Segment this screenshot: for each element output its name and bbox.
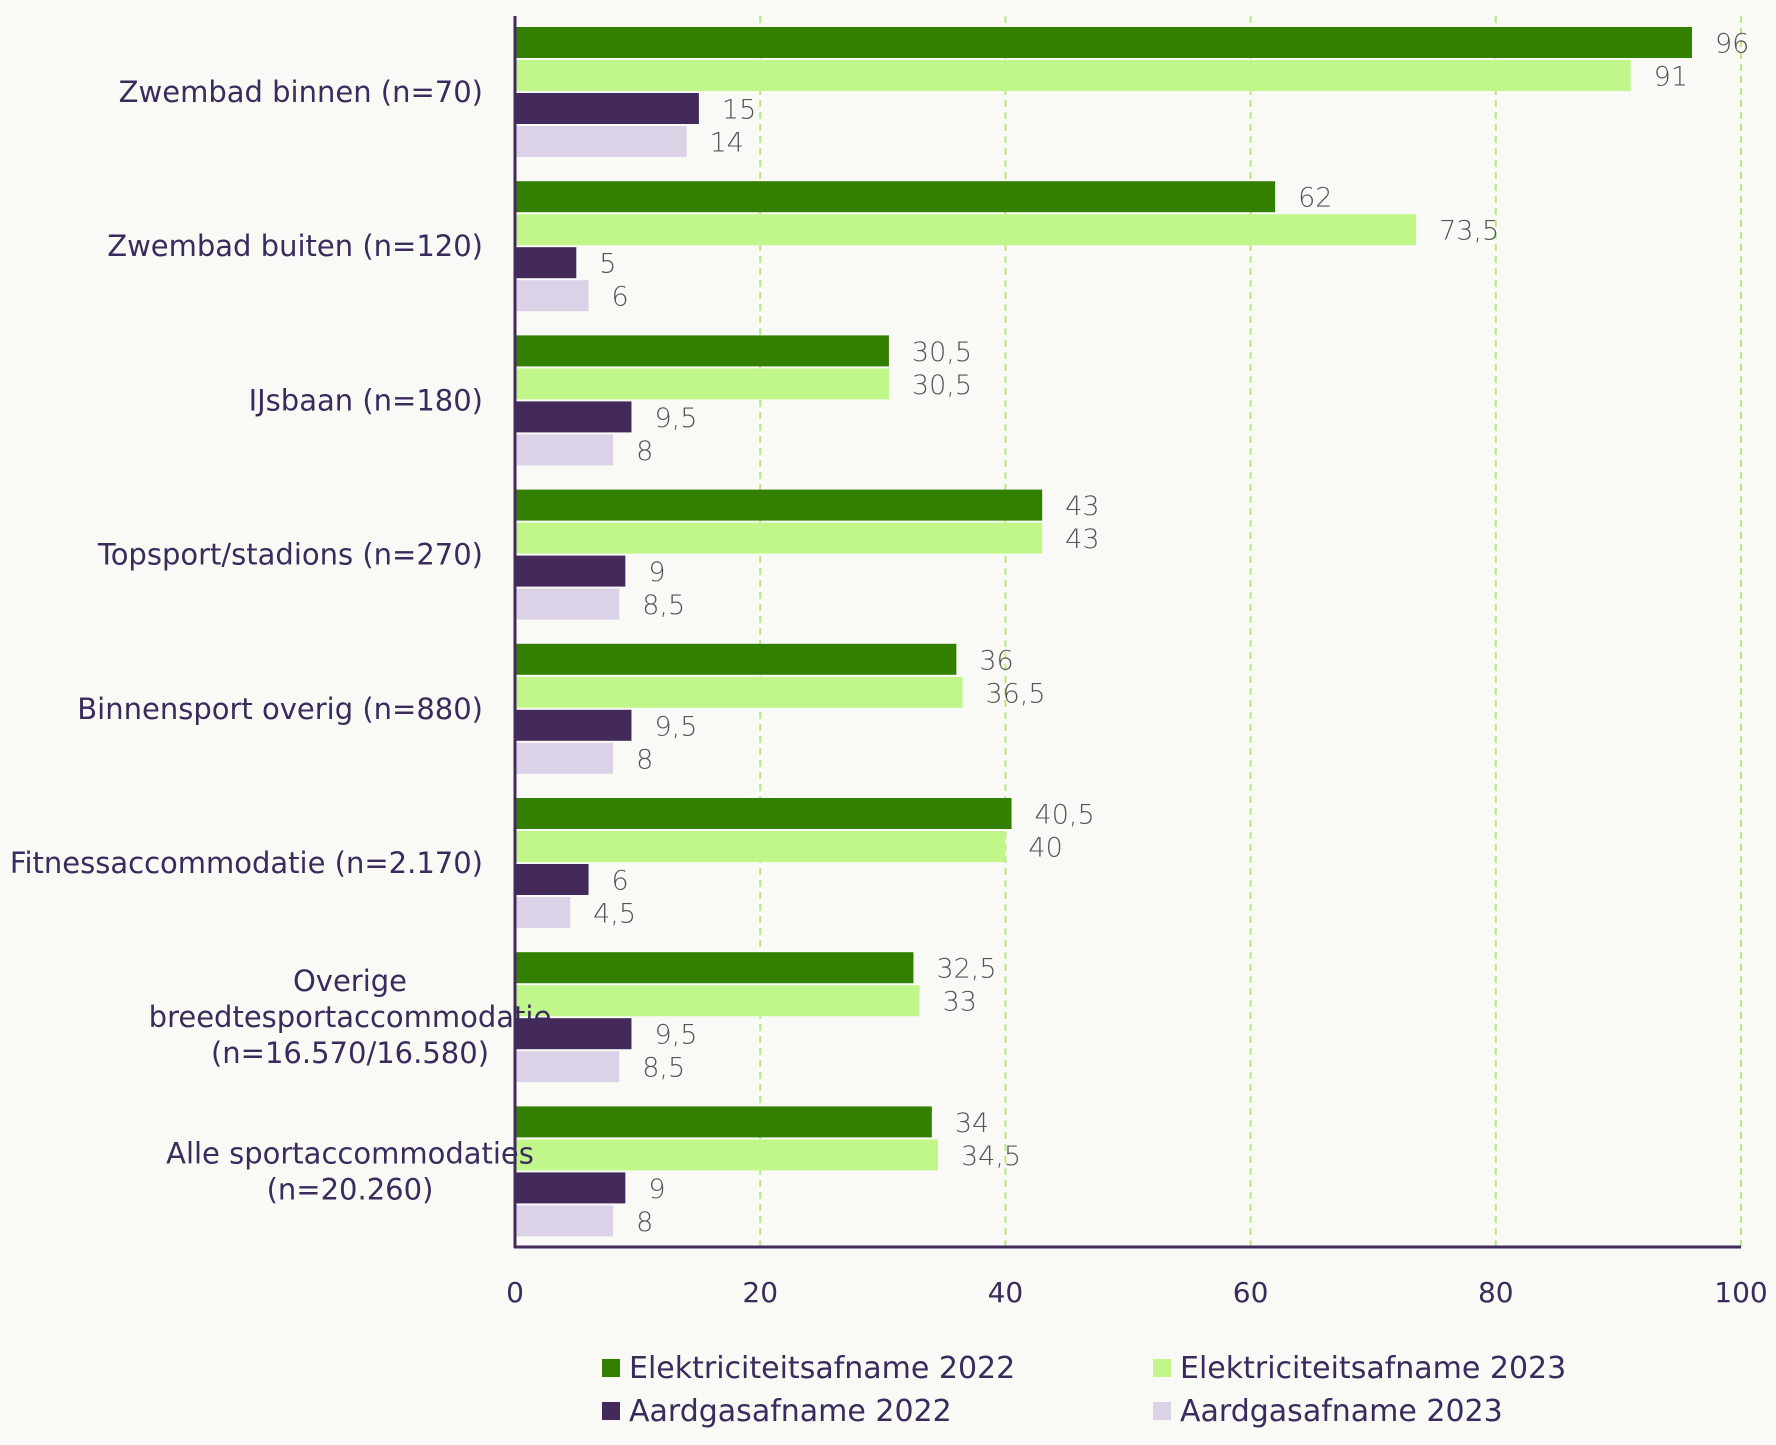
data-label: 4,5 bbox=[593, 899, 636, 930]
bar bbox=[515, 1106, 932, 1138]
data-label: 6 bbox=[612, 282, 629, 313]
bar bbox=[515, 1051, 620, 1083]
bar bbox=[515, 60, 1631, 91]
data-label: 14 bbox=[710, 128, 744, 159]
category-label: Topsport/stadions (n=270) bbox=[97, 538, 483, 572]
bar bbox=[515, 897, 571, 928]
data-label: 8 bbox=[636, 744, 653, 775]
bar bbox=[515, 280, 589, 312]
data-label: 33 bbox=[943, 987, 977, 1018]
data-label: 30,5 bbox=[912, 337, 972, 368]
category-label: IJsbaan (n=180) bbox=[249, 383, 483, 417]
bar bbox=[515, 742, 614, 774]
bar bbox=[515, 368, 889, 400]
x-tick-label: 40 bbox=[988, 1276, 1024, 1309]
bar bbox=[515, 643, 957, 675]
bar bbox=[515, 555, 626, 587]
category-label: Alle sportaccommodaties bbox=[166, 1136, 534, 1170]
legend-label: Aardgasafname 2023 bbox=[1180, 1394, 1503, 1429]
bar bbox=[515, 93, 699, 124]
data-label: 9 bbox=[648, 557, 665, 588]
data-label: 15 bbox=[722, 95, 756, 126]
data-label: 40 bbox=[1028, 833, 1062, 864]
bar bbox=[515, 335, 889, 367]
bar bbox=[515, 864, 589, 895]
x-tick-label: 80 bbox=[1478, 1276, 1514, 1309]
data-label: 9,5 bbox=[654, 403, 697, 434]
data-label: 43 bbox=[1065, 524, 1099, 555]
data-label: 8,5 bbox=[642, 590, 685, 621]
legend-swatch bbox=[1153, 1359, 1171, 1377]
bar bbox=[515, 401, 632, 433]
data-label: 8,5 bbox=[642, 1053, 685, 1084]
category-label: Binnensport overig (n=880) bbox=[77, 692, 483, 726]
x-tick-label: 60 bbox=[1233, 1276, 1269, 1309]
bar bbox=[515, 247, 577, 279]
bar bbox=[515, 214, 1417, 246]
data-label: 34 bbox=[955, 1108, 989, 1139]
legend-swatch bbox=[602, 1402, 620, 1420]
bar bbox=[515, 27, 1692, 58]
data-label: 9 bbox=[648, 1174, 665, 1205]
bar bbox=[515, 126, 687, 157]
data-label: 43 bbox=[1065, 491, 1099, 522]
data-label: 8 bbox=[636, 436, 653, 467]
bar bbox=[515, 952, 914, 984]
legend-label: Elektriciteitsafname 2022 bbox=[629, 1351, 1015, 1386]
bar bbox=[515, 1018, 632, 1050]
data-label: 40,5 bbox=[1035, 800, 1095, 831]
category-label: Fitnessaccommodatie (n=2.170) bbox=[10, 846, 483, 880]
bar bbox=[515, 588, 620, 620]
legend-swatch bbox=[1153, 1402, 1171, 1420]
data-label: 30,5 bbox=[912, 370, 972, 401]
legend-label: Elektriciteitsafname 2023 bbox=[1180, 1351, 1566, 1386]
bar bbox=[515, 1205, 614, 1237]
category-label: (n=20.260) bbox=[267, 1172, 434, 1206]
data-label: 62 bbox=[1298, 183, 1332, 214]
bar bbox=[515, 985, 920, 1017]
data-label: 34,5 bbox=[961, 1141, 1021, 1172]
bar bbox=[515, 831, 1006, 862]
bar bbox=[515, 709, 632, 741]
x-tick-label: 20 bbox=[742, 1276, 778, 1309]
category-label: (n=16.570/16.580) bbox=[211, 1036, 489, 1070]
category-label: Zwembad buiten (n=120) bbox=[107, 229, 483, 263]
data-label: 6 bbox=[612, 866, 629, 897]
bar bbox=[515, 522, 1043, 554]
data-label: 73,5 bbox=[1439, 216, 1499, 247]
category-label: breedtesportaccommodatie bbox=[149, 1000, 552, 1034]
data-label: 96 bbox=[1715, 29, 1749, 60]
data-label: 91 bbox=[1654, 62, 1688, 93]
bar bbox=[515, 489, 1043, 521]
data-label: 8 bbox=[636, 1207, 653, 1238]
data-label: 9,5 bbox=[654, 711, 697, 742]
category-label: Overige bbox=[293, 964, 407, 998]
data-label: 5 bbox=[599, 249, 616, 280]
bar bbox=[515, 1139, 938, 1171]
legend-label: Aardgasafname 2022 bbox=[629, 1394, 952, 1429]
data-label: 9,5 bbox=[654, 1020, 697, 1051]
data-label: 36,5 bbox=[985, 678, 1045, 709]
bar bbox=[515, 434, 614, 466]
bar bbox=[515, 181, 1276, 213]
category-label: Zwembad binnen (n=70) bbox=[119, 75, 483, 109]
bar bbox=[515, 798, 1012, 829]
x-tick-label: 100 bbox=[1714, 1276, 1767, 1309]
bar bbox=[515, 676, 963, 708]
bar bbox=[515, 1172, 626, 1204]
data-label: 36 bbox=[979, 645, 1013, 676]
data-label: 32,5 bbox=[936, 954, 996, 985]
legend-swatch bbox=[602, 1359, 620, 1377]
x-tick-label: 0 bbox=[506, 1276, 524, 1309]
